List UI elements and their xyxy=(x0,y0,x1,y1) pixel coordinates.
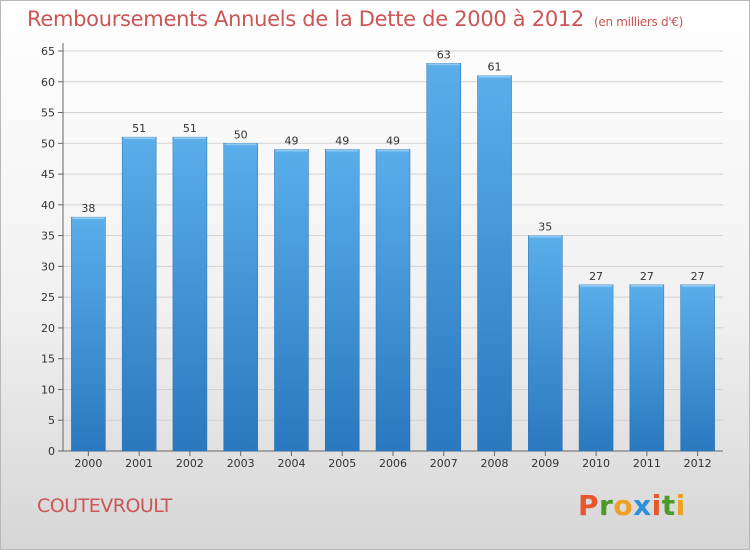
bar-2011 xyxy=(629,284,665,452)
y-tick-label: 15 xyxy=(41,353,55,366)
x-tick-label-2010: 2010 xyxy=(582,457,610,470)
labels: 0 5 10 15 20 25 30 35 40 45 50 55 60 65 38 2000 51 2001 51… xyxy=(41,45,712,470)
value-label-2009: 35 xyxy=(538,221,552,234)
y-tick-label: 5 xyxy=(48,414,55,427)
value-label-2005: 49 xyxy=(335,134,349,147)
chart-subtitle: (en milliers d'€) xyxy=(594,15,684,29)
logo-letter: t xyxy=(661,489,676,522)
bar-2000 xyxy=(71,216,106,452)
y-tick-label: 35 xyxy=(41,230,55,243)
y-tick-label: 65 xyxy=(41,45,55,58)
logo-letter: i xyxy=(675,489,686,522)
y-tick-label: 10 xyxy=(41,383,55,396)
x-tick-label-2008: 2008 xyxy=(481,457,509,470)
logo-letter: r xyxy=(599,489,614,522)
x-tick-label-2012: 2012 xyxy=(684,457,712,470)
y-tick-label: 25 xyxy=(41,291,55,304)
value-label-2000: 38 xyxy=(81,202,95,215)
logo-letter: P xyxy=(578,489,600,522)
logo-letter: i xyxy=(651,489,662,522)
bar-2006 xyxy=(375,149,411,452)
y-tick-label: 40 xyxy=(41,199,55,212)
bar-2001 xyxy=(121,136,157,452)
bar-2010 xyxy=(578,284,614,452)
bar-2008 xyxy=(477,75,512,452)
x-tick-label-2009: 2009 xyxy=(531,457,559,470)
x-tick-label-2004: 2004 xyxy=(277,457,305,470)
proxiti-logo: Proxiti xyxy=(578,489,686,522)
value-label-2012: 27 xyxy=(691,270,705,283)
value-label-2001: 51 xyxy=(132,122,146,135)
place-name: COUTEVROULT xyxy=(37,495,172,517)
value-label-2010: 27 xyxy=(589,270,603,283)
y-tick-label: 45 xyxy=(41,168,55,181)
y-tick-label: 50 xyxy=(41,137,55,150)
bar-2005 xyxy=(324,149,360,452)
x-tick-label-2007: 2007 xyxy=(430,457,458,470)
value-label-2011: 27 xyxy=(640,270,654,283)
x-tick-label-2006: 2006 xyxy=(379,457,407,470)
bar-2002 xyxy=(172,136,208,452)
y-tick-label: 30 xyxy=(41,260,55,273)
logo-letter: o xyxy=(613,489,634,522)
bars xyxy=(71,63,715,452)
bar-2004 xyxy=(274,149,309,452)
value-label-2004: 49 xyxy=(284,134,298,147)
x-tick-label-2002: 2002 xyxy=(176,457,204,470)
x-tick-label-2001: 2001 xyxy=(125,457,153,470)
value-label-2008: 61 xyxy=(488,61,502,74)
bar-2003 xyxy=(223,143,258,452)
bar-2012 xyxy=(680,284,715,452)
value-label-2006: 49 xyxy=(386,134,400,147)
x-tick-label-2011: 2011 xyxy=(633,457,661,470)
bar-2009 xyxy=(528,235,563,452)
bar-2007 xyxy=(426,63,462,452)
y-tick-label: 0 xyxy=(48,445,55,458)
value-label-2007: 63 xyxy=(437,48,451,61)
value-label-2002: 51 xyxy=(183,122,197,135)
chart-title: Remboursements Annuels de la Dette de 20… xyxy=(27,7,683,31)
value-label-2003: 50 xyxy=(234,128,248,141)
logo-letter: x xyxy=(633,489,652,522)
chart-title-text: Remboursements Annuels de la Dette de 20… xyxy=(27,7,584,31)
y-tick-label: 20 xyxy=(41,322,55,335)
x-tick-label-2005: 2005 xyxy=(328,457,356,470)
y-tick-label: 60 xyxy=(41,76,55,89)
y-tick-label: 55 xyxy=(41,107,55,120)
x-tick-label-2003: 2003 xyxy=(227,457,255,470)
x-tick-label-2000: 2000 xyxy=(74,457,102,470)
